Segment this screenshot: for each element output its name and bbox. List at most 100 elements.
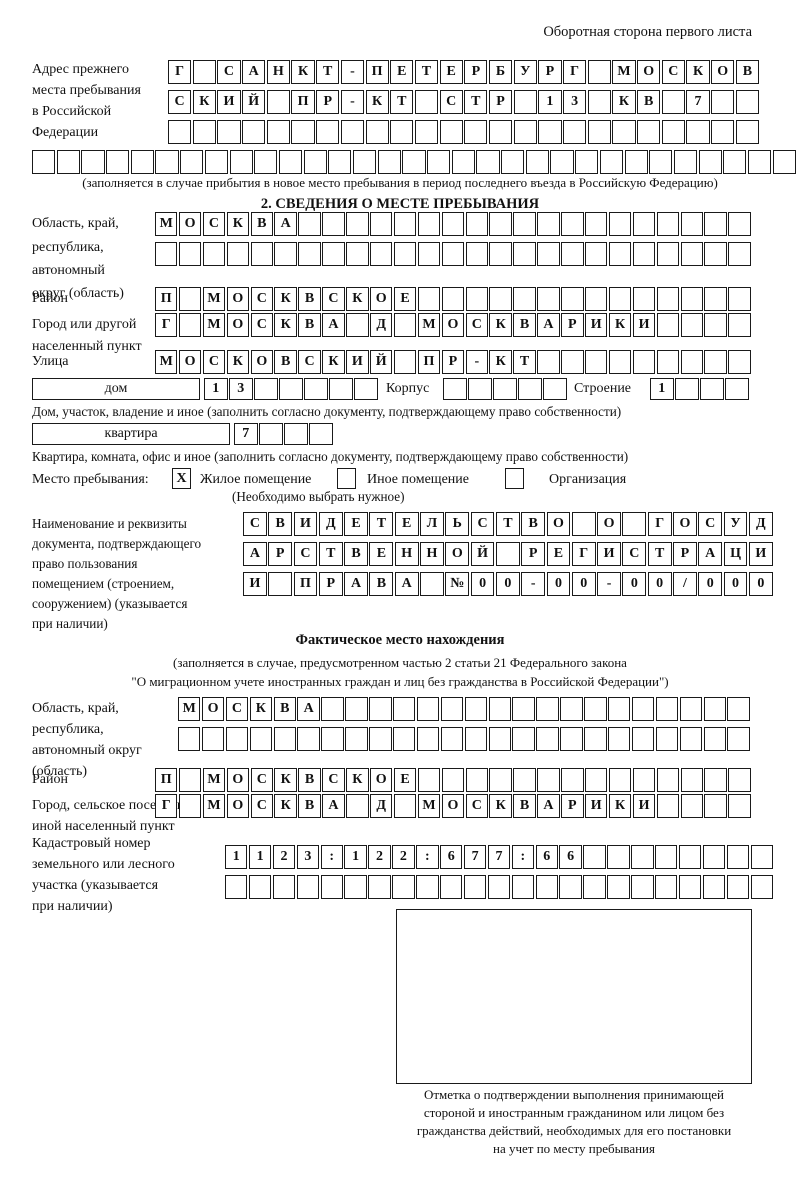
char-cell[interactable] [700,378,724,400]
char-cell[interactable] [178,768,202,792]
char-cell[interactable]: И [585,313,608,337]
char-cell[interactable] [612,120,636,144]
char-cell[interactable] [750,875,773,899]
char-cell[interactable] [680,768,703,792]
char-cell[interactable] [649,150,673,174]
char-cell[interactable] [704,287,727,311]
char-cell[interactable] [274,242,297,266]
char-cell[interactable]: А [537,794,560,818]
char-cell[interactable] [298,242,321,266]
char-cell[interactable] [698,150,722,174]
char-cell[interactable]: С [243,512,267,536]
char-cell[interactable]: А [698,542,723,566]
char-cell[interactable]: 7 [686,90,710,114]
char-cell[interactable]: И [346,350,369,374]
char-cell[interactable]: П [365,60,389,84]
char-cell[interactable] [414,90,439,114]
char-cell[interactable] [513,90,537,114]
char-cell[interactable] [632,287,656,311]
char-cell[interactable] [656,212,680,236]
char-cell[interactable] [560,727,583,751]
char-cell[interactable]: 1 [538,90,562,114]
char-cell[interactable]: В [298,794,321,818]
char-cell[interactable] [32,150,56,174]
char-cell[interactable]: К [686,60,710,84]
char-cell[interactable] [631,845,654,869]
char-cell[interactable] [655,697,679,721]
char-cell[interactable] [369,697,392,721]
char-cell[interactable] [441,287,465,311]
char-cell[interactable]: 1 [248,845,272,869]
char-cell[interactable]: Д [318,512,343,536]
char-cell[interactable]: Н [394,542,419,566]
char-cell[interactable] [750,845,773,869]
char-cell[interactable] [637,120,661,144]
char-cell[interactable]: 3 [296,845,320,869]
char-cell[interactable]: К [274,313,297,337]
char-cell[interactable] [608,727,631,751]
char-cell[interactable] [229,150,253,174]
char-cell[interactable] [680,794,703,818]
char-cell[interactable] [204,150,228,174]
char-cell[interactable]: Г [155,313,178,337]
char-cell[interactable] [465,287,488,311]
char-cell[interactable]: Д [370,794,393,818]
char-cell[interactable] [747,150,772,174]
char-cell[interactable] [561,212,584,236]
char-cell[interactable]: П [291,90,315,114]
char-cell[interactable] [725,378,749,400]
prev-address-row-3[interactable] [168,120,761,144]
char-cell[interactable] [346,212,369,236]
flat-cells[interactable]: 7 [234,423,334,445]
char-cell[interactable] [464,727,488,751]
char-cell[interactable]: О [250,350,273,374]
char-cell[interactable] [585,287,608,311]
char-cell[interactable]: Р [538,60,562,84]
char-cell[interactable] [178,794,202,818]
char-cell[interactable] [298,212,321,236]
char-cell[interactable] [728,212,751,236]
char-cell[interactable] [584,697,607,721]
char-cell[interactable] [303,150,327,174]
char-cell[interactable] [537,212,560,236]
char-cell[interactable]: С [225,697,249,721]
char-cell[interactable] [735,120,759,144]
char-cell[interactable] [390,120,414,144]
char-cell[interactable] [512,697,535,721]
char-cell[interactable] [417,287,441,311]
char-cell[interactable]: В [274,350,297,374]
char-cell[interactable]: П [417,350,441,374]
char-cell[interactable]: Т [318,542,343,566]
region-row-2[interactable] [155,242,752,266]
char-cell[interactable] [571,512,596,536]
char-cell[interactable] [493,378,517,400]
char-cell[interactable] [488,727,511,751]
char-cell[interactable] [632,212,656,236]
char-cell[interactable] [328,150,352,174]
char-cell[interactable]: Т [464,90,488,114]
char-cell[interactable]: В [298,313,321,337]
char-cell[interactable]: В [273,697,296,721]
char-cell[interactable]: Н [266,60,290,84]
char-cell[interactable] [268,572,293,596]
char-cell[interactable] [608,287,632,311]
char-cell[interactable]: С [698,512,723,536]
char-cell[interactable]: В [344,542,368,566]
char-cell[interactable] [352,150,377,174]
char-cell[interactable] [537,768,560,792]
char-cell[interactable]: О [673,512,697,536]
char-cell[interactable]: К [192,90,216,114]
char-cell[interactable] [538,120,562,144]
char-cell[interactable] [369,727,392,751]
char-cell[interactable] [279,378,303,400]
char-cell[interactable] [248,875,272,899]
char-cell[interactable]: М [417,794,441,818]
char-cell[interactable] [463,875,487,899]
char-cell[interactable] [392,875,415,899]
char-cell[interactable] [608,697,631,721]
char-cell[interactable]: К [274,794,297,818]
char-cell[interactable] [416,697,440,721]
